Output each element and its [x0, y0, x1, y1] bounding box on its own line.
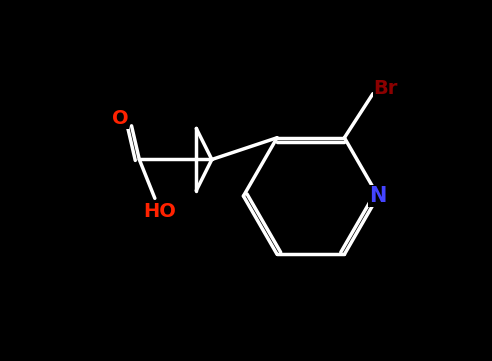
Text: HO: HO [144, 202, 177, 221]
Text: Br: Br [373, 79, 398, 98]
Text: N: N [369, 186, 387, 206]
Text: O: O [112, 109, 128, 127]
